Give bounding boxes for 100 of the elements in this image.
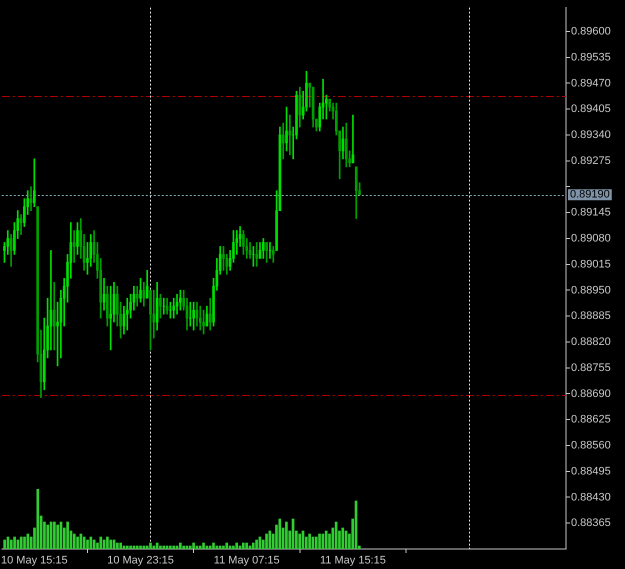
bar [192, 542, 195, 549]
bar [122, 546, 126, 549]
bar [23, 536, 26, 549]
bar [106, 536, 109, 549]
bar [156, 542, 158, 549]
y-tick-label: 0.88950 [571, 284, 611, 296]
bar [264, 534, 268, 549]
y-tick-label: 0.89275 [571, 154, 611, 167]
bar [50, 522, 52, 549]
bar [354, 500, 358, 549]
bar [344, 530, 348, 549]
bar [112, 540, 116, 549]
bar [76, 536, 79, 549]
bar [172, 546, 175, 549]
bar [188, 546, 192, 549]
y-tick-label: 0.89145 [571, 206, 611, 219]
x-tick-label: 11 May 07:15 [214, 554, 280, 567]
bar [36, 489, 39, 549]
bar [129, 546, 132, 549]
y-tick-label: 0.89080 [571, 232, 611, 245]
bar [146, 546, 148, 549]
bar [195, 546, 198, 549]
y-tick-label: 0.88885 [571, 310, 611, 322]
bar [258, 536, 262, 549]
bar [166, 546, 168, 549]
bar [92, 540, 96, 549]
y-tick-label: 0.88430 [571, 491, 611, 504]
bar [238, 546, 242, 549]
x-tick-label: 10 May 15:15 [1, 554, 68, 567]
bar [185, 546, 188, 549]
bar [132, 546, 136, 549]
bar [324, 530, 328, 549]
bar [321, 534, 324, 549]
bar [228, 546, 232, 549]
bar [6, 536, 10, 549]
bar [311, 536, 314, 549]
bar [202, 542, 205, 549]
bar [109, 540, 112, 549]
bar [86, 540, 89, 549]
bar [89, 536, 92, 549]
y-tick-label: 0.89340 [571, 129, 611, 142]
y-tick-label: 0.88560 [571, 440, 611, 452]
x-tick-label: 11 May 15:15 [320, 554, 386, 567]
bar [268, 530, 271, 549]
bar [66, 522, 69, 549]
bar [334, 522, 338, 549]
bar [10, 540, 12, 549]
bar [20, 536, 22, 549]
bar [314, 536, 318, 549]
bar [119, 542, 122, 549]
bar [208, 546, 212, 549]
bar [168, 546, 172, 549]
bar [298, 534, 301, 549]
bar [59, 522, 62, 549]
bar [205, 546, 208, 549]
bar [318, 534, 321, 549]
bar [99, 536, 102, 549]
bar [255, 540, 258, 549]
y-tick-label: 0.89470 [571, 77, 611, 90]
bar [175, 546, 178, 549]
bar [13, 536, 16, 549]
bar [126, 546, 128, 549]
bar [162, 546, 165, 549]
bar [52, 522, 56, 549]
bar [82, 536, 86, 549]
bar [278, 518, 281, 549]
bar [72, 534, 76, 549]
bar [142, 546, 146, 549]
bar [215, 546, 218, 549]
y-tick-label: 0.88820 [571, 336, 611, 348]
bar [148, 542, 152, 549]
bar [245, 542, 248, 549]
y-tick-label: 0.88755 [571, 362, 611, 374]
bar [341, 528, 344, 549]
bar [198, 546, 202, 549]
y-tick-label: 0.89600 [571, 26, 611, 38]
bar [3, 540, 6, 549]
bar [26, 534, 29, 549]
y-tick-label: 0.88625 [571, 414, 611, 426]
bar [232, 546, 235, 549]
bar [158, 546, 162, 549]
bar [252, 542, 254, 549]
bar [218, 546, 222, 549]
y-tick-label: 0.89405 [571, 103, 611, 116]
bar [301, 530, 304, 549]
y-tick-label: 0.88365 [571, 517, 611, 530]
bar [212, 542, 215, 549]
bar [182, 546, 185, 549]
bar [139, 546, 142, 549]
bar [116, 542, 118, 549]
bar [292, 518, 294, 549]
bar [225, 542, 228, 549]
y-tick-label: 0.88690 [571, 388, 611, 400]
y-tick-label: 0.89015 [571, 258, 611, 270]
bar [242, 542, 244, 549]
bar [235, 542, 238, 549]
bar [102, 540, 106, 549]
bar [248, 546, 252, 549]
bar [79, 534, 82, 549]
bar [308, 534, 311, 549]
